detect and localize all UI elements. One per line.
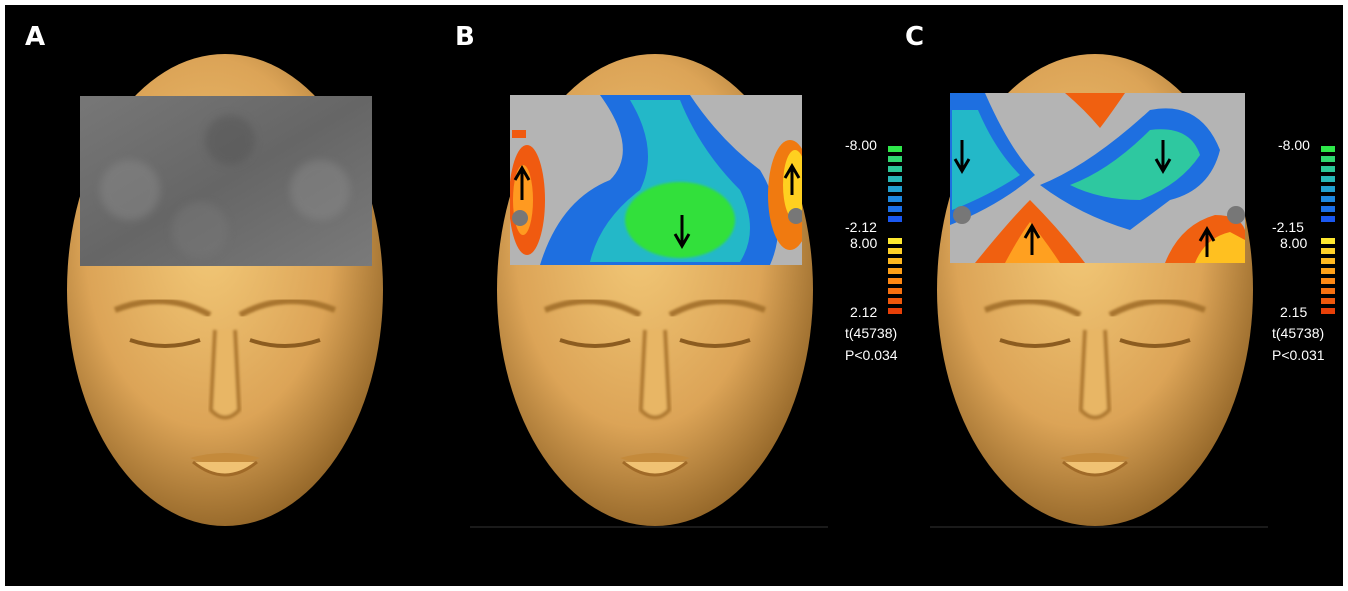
colorbar-segment — [1321, 268, 1335, 274]
activation-map — [509, 95, 812, 265]
colorbar-label: 2.15 — [1280, 304, 1307, 320]
colorbar-segment — [888, 248, 902, 254]
colorbar-segment — [1321, 258, 1335, 264]
colorbar-segment — [888, 196, 902, 202]
colorbar-segment — [1321, 216, 1335, 222]
panel-label: A — [25, 22, 45, 52]
colorbar-segment — [1321, 186, 1335, 192]
colorbar-segment — [1321, 156, 1335, 162]
colorbar-segment — [888, 216, 902, 222]
colorbar-segment — [1321, 196, 1335, 202]
colorbar-segment — [1321, 278, 1335, 284]
colorbar-segment — [888, 146, 902, 152]
colorbar-segment — [1321, 288, 1335, 294]
colorbar-segment — [888, 288, 902, 294]
colorbar-label: 8.00 — [850, 235, 877, 251]
stat-label: t(45738) — [1272, 325, 1324, 341]
colorbar-segment — [1321, 166, 1335, 172]
colorbar-segment — [888, 298, 902, 304]
colorbar-segment — [888, 186, 902, 192]
colorbar-segment — [1321, 146, 1335, 152]
colorbar-label: -2.12 — [845, 219, 877, 235]
colorbar-label: -8.00 — [1278, 137, 1310, 153]
colorbar-segment — [1321, 298, 1335, 304]
colorbar-segment — [1321, 176, 1335, 182]
colorbar-segment — [1321, 206, 1335, 212]
colorbar-segment — [888, 308, 902, 314]
colorbar-segment — [888, 166, 902, 172]
colorbar-segment — [888, 278, 902, 284]
colorbar-label: 2.12 — [850, 304, 877, 320]
colorbar-segment — [888, 268, 902, 274]
colorbar-segment — [888, 156, 902, 162]
colorbar-segment — [888, 206, 902, 212]
panel-label: C — [905, 22, 924, 52]
colorbar-segment — [888, 176, 902, 182]
p-label: P<0.034 — [845, 347, 898, 363]
colorbar-segment — [1321, 248, 1335, 254]
panel-label: B — [455, 22, 475, 52]
colorbar-segment — [888, 238, 902, 244]
p-label: P<0.031 — [1272, 347, 1325, 363]
colorbar-label: -8.00 — [845, 137, 877, 153]
colorbar-label: -2.15 — [1272, 219, 1304, 235]
stat-label: t(45738) — [845, 325, 897, 341]
colorbar-segment — [1321, 238, 1335, 244]
colorbar-label: 8.00 — [1280, 235, 1307, 251]
figure: A -8.00 -2.12 8.00 2.12 t(45738) P<0.034… — [0, 0, 1348, 591]
colorbar-segment — [888, 258, 902, 264]
colorbar-segment — [1321, 308, 1335, 314]
